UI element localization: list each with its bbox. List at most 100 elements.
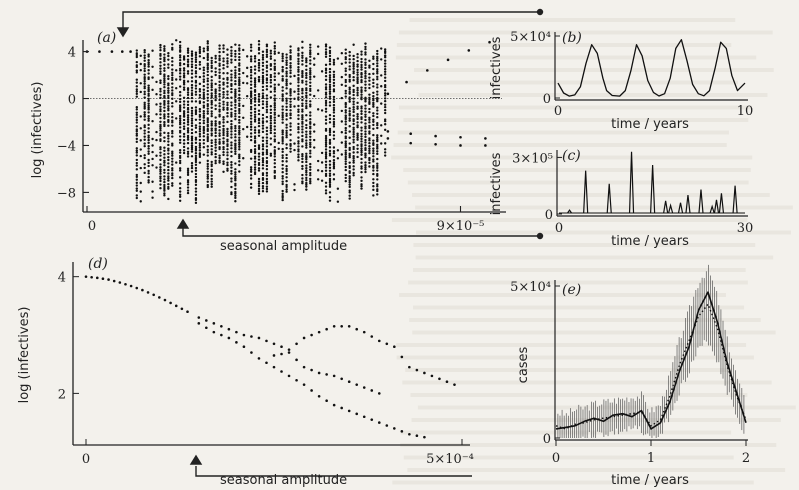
panel-a-point bbox=[348, 80, 351, 83]
panel-a-point bbox=[194, 126, 198, 130]
panel-d-point bbox=[340, 377, 343, 381]
panel-a-point bbox=[198, 149, 202, 152]
panel-a-point bbox=[364, 170, 367, 174]
panel-a-point bbox=[383, 54, 387, 57]
panel-a-point bbox=[380, 124, 383, 127]
panel-a-point bbox=[178, 97, 182, 101]
connector-bottom-arrowhead bbox=[176, 218, 190, 229]
panel-a-point bbox=[305, 99, 308, 103]
panel-a-point bbox=[171, 169, 174, 172]
panel-a-point bbox=[368, 161, 371, 165]
panel-a-point bbox=[368, 59, 371, 63]
panel-a-point bbox=[257, 98, 261, 101]
bg-line bbox=[407, 468, 786, 472]
panel-d-point bbox=[355, 327, 359, 331]
panel-a-point bbox=[190, 135, 194, 138]
panel-a-point bbox=[182, 113, 186, 117]
panel-a-point bbox=[206, 135, 209, 139]
panel-a-point bbox=[332, 100, 336, 104]
panel-a-point bbox=[206, 110, 209, 113]
panel-a-point bbox=[163, 161, 166, 164]
panel-a-point bbox=[167, 100, 170, 103]
panel-a-point bbox=[356, 144, 359, 147]
panel-a-point bbox=[186, 118, 190, 121]
panel-a-point bbox=[352, 130, 355, 134]
panel-a-point bbox=[159, 108, 162, 111]
panel-a-point bbox=[309, 145, 312, 149]
panel-a-point bbox=[269, 131, 273, 135]
panel-a-point bbox=[178, 90, 182, 94]
panel-a-point bbox=[305, 74, 308, 77]
panel-a-point bbox=[344, 92, 347, 95]
panel-a-point bbox=[313, 138, 316, 142]
panel-a-point bbox=[261, 157, 265, 160]
panel-a-point bbox=[309, 87, 312, 91]
panel-a-point bbox=[249, 148, 253, 152]
panel-a-point bbox=[344, 56, 347, 59]
panel-a-point bbox=[332, 88, 336, 91]
panel-a-point bbox=[383, 118, 387, 121]
panel-a-point bbox=[265, 97, 269, 100]
panel-a-point bbox=[159, 64, 162, 67]
panel-a-point bbox=[360, 66, 363, 69]
panel-a-point bbox=[309, 51, 312, 54]
panel-a-point bbox=[352, 97, 355, 100]
panel-a-point bbox=[305, 169, 308, 172]
panel-a-xtick-label: 9×10⁻⁵ bbox=[437, 219, 485, 234]
panel-a-point bbox=[178, 154, 182, 158]
panel-a-point bbox=[305, 61, 308, 64]
panel-a-point bbox=[155, 138, 158, 142]
panel-a-point bbox=[194, 166, 198, 170]
panel-a-point bbox=[167, 54, 170, 58]
panel-a-point bbox=[281, 99, 284, 102]
panel-a-point bbox=[289, 82, 292, 85]
panel-a-point bbox=[135, 187, 138, 190]
panel-a-point bbox=[147, 61, 150, 64]
panel-a-point bbox=[372, 62, 375, 66]
panel-a-point bbox=[214, 96, 217, 99]
panel-a-point bbox=[186, 93, 190, 97]
panel-a-point bbox=[265, 84, 269, 88]
panel-a-point bbox=[324, 48, 328, 51]
panel-a-point bbox=[332, 122, 336, 126]
panel-a-point bbox=[210, 86, 213, 89]
panel-c-spike bbox=[663, 200, 669, 214]
panel-a-point bbox=[261, 120, 265, 123]
panel-a-point bbox=[328, 87, 332, 91]
panel-c-ylabel: infectives bbox=[489, 152, 504, 215]
panel-a-point bbox=[344, 114, 347, 117]
panel-d-point bbox=[370, 418, 374, 421]
panel-a-point bbox=[147, 99, 150, 103]
panel-a-point bbox=[269, 73, 273, 77]
panel-a-point bbox=[313, 146, 316, 149]
panel-a-point bbox=[297, 117, 300, 121]
panel-c-spike bbox=[713, 199, 720, 214]
panel-a-point bbox=[320, 70, 324, 73]
panel-a-point bbox=[297, 150, 300, 153]
panel-a-point bbox=[222, 124, 225, 128]
panel-a-point bbox=[139, 69, 142, 72]
panel-a-point bbox=[230, 144, 233, 147]
panel-a-point bbox=[332, 159, 336, 162]
panel-a-point bbox=[348, 119, 351, 122]
panel-a-point bbox=[147, 158, 150, 162]
panel-a-point bbox=[234, 92, 237, 95]
panel-a-point bbox=[301, 95, 304, 99]
panel-a-point bbox=[305, 146, 308, 149]
panel-a-point bbox=[348, 179, 351, 182]
panel-a-point bbox=[230, 119, 233, 123]
panel-a-point bbox=[352, 168, 355, 171]
panel-a-point bbox=[328, 90, 332, 93]
panel-a-point bbox=[253, 171, 257, 174]
panel-d-point bbox=[377, 392, 381, 395]
panel-a-point bbox=[190, 92, 194, 95]
panel-a-point bbox=[163, 56, 166, 59]
bg-line bbox=[403, 168, 751, 172]
panel-a-point bbox=[222, 150, 225, 154]
panel-a-point bbox=[320, 151, 324, 155]
panel-a-point bbox=[202, 114, 206, 118]
panel-a-point bbox=[332, 106, 336, 110]
panel-a-point bbox=[352, 93, 355, 97]
panel-a-point bbox=[273, 165, 276, 169]
panel-a-point bbox=[368, 72, 371, 76]
